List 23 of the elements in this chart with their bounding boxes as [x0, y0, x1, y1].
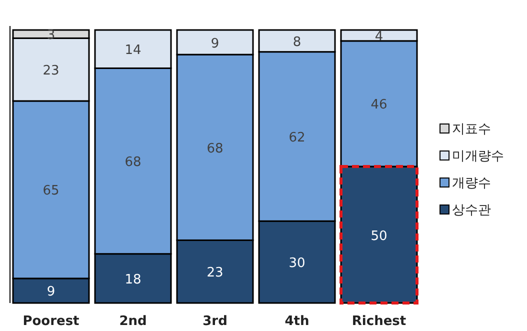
data-label: 30 — [288, 256, 306, 272]
data-label: 50 — [370, 228, 388, 244]
data-label: 23 — [42, 64, 60, 79]
data-label: 65 — [42, 184, 60, 199]
data-label: 9 — [210, 36, 220, 52]
data-label: 18 — [124, 272, 142, 288]
legend-label: 미개량수 — [452, 149, 504, 164]
x-tick-label: Richest — [352, 314, 406, 329]
data-label: 68 — [206, 141, 224, 156]
data-label: 46 — [370, 98, 388, 113]
data-label: 9 — [46, 284, 56, 300]
legend-label: 상수관 — [452, 203, 491, 218]
x-tick-label: Poorest — [22, 314, 80, 329]
x-tick-label: 4th — [284, 314, 310, 329]
data-label: 8 — [292, 34, 302, 50]
x-tick-label: 3rd — [202, 314, 228, 329]
data-label: 23 — [206, 266, 224, 281]
legend-label: 지표수 — [452, 122, 491, 137]
legend-label: 개량수 — [452, 176, 491, 191]
data-label: 68 — [124, 155, 142, 170]
data-label: 14 — [124, 43, 142, 58]
x-tick-label: 2nd — [119, 314, 147, 329]
data-label: 62 — [288, 130, 306, 146]
